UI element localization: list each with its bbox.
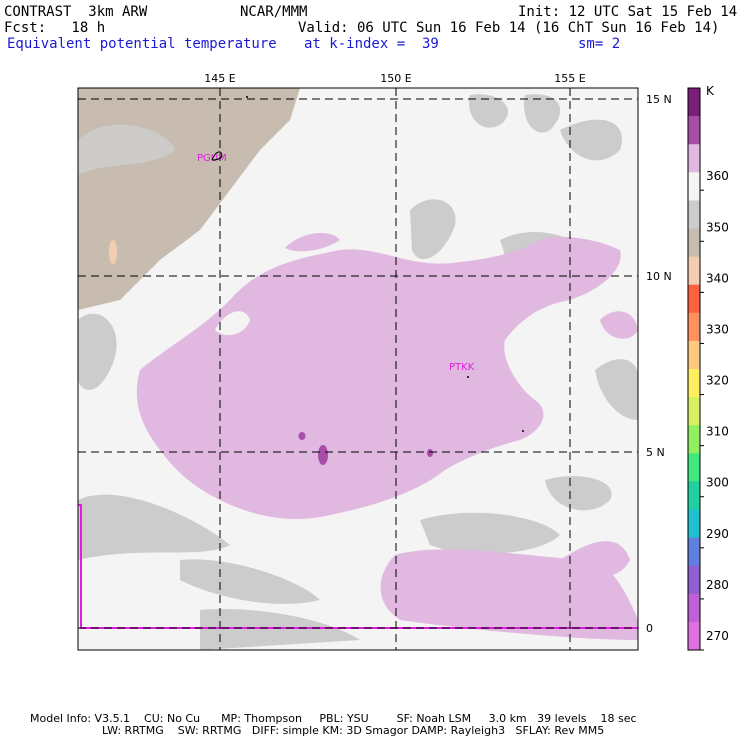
forecast-hour: Fcst: 18 h [4,20,106,36]
legend-swatch [688,425,700,454]
legend-swatch [688,593,700,623]
high-theta-region [380,549,638,640]
map-field [78,88,638,650]
model-info-line1: Model Info: V3.5.1 CU: No Cu MP: Thompso… [30,712,637,725]
legend-tick-label: 360 [706,169,729,183]
legend-swatch [688,621,700,651]
gray-patch [469,94,509,128]
lon-label: 150 E [380,72,411,85]
lon-label: 145 E [204,72,235,85]
center-label: NCAR/MMM [240,4,308,20]
color-legend [687,87,701,651]
model-info-line2: LW: RRTMG SW: RRTMG DIFF: simple KM: 3D … [102,724,605,737]
max-theta-spot [298,432,306,440]
legend-tick-label: 270 [706,629,729,643]
legend-tick-label: 290 [706,527,729,541]
gray-patch [560,119,622,161]
legend-swatch [688,116,700,145]
legend-tick-label: 330 [706,322,729,336]
gray-patch [545,476,612,511]
valid-time: Valid: 06 UTC Sun 16 Feb 14 (16 ChT Sun … [298,20,720,36]
high-theta-region [560,541,630,577]
station-label-pgum: PGUM [197,153,227,164]
gray-patch [78,124,175,175]
island-dot [467,376,469,378]
high-theta-region [285,233,340,252]
legend-swatch [688,453,700,482]
legend-swatch [688,200,700,229]
init-time: Init: 12 UTC Sat 15 Feb 14 [518,4,738,20]
run-title: CONTRAST 3km ARW [4,4,148,20]
lat-label: 0 [646,622,653,635]
gray-patch [78,494,230,560]
island-dot [522,430,524,432]
gap [215,311,250,336]
field-name: Equivalent potential temperature [7,36,277,52]
gray-patch [200,609,360,650]
high-theta-region [600,311,638,339]
max-theta-spot [318,445,328,465]
legend-tick-label: 350 [706,220,729,234]
lat-label: 15 N [646,93,672,106]
legend-tick-label: 310 [706,425,729,439]
map-figure: 145 E 150 E 155 E 15 N 10 N 5 N 0 PGUM P… [77,72,729,651]
legend-swatch [688,312,700,342]
smoothing-label: sm= 2 [578,36,621,52]
guam-coastline [211,151,223,161]
gray-patch [410,199,456,260]
legend-tick-label: 280 [706,578,729,592]
gray-patch [595,359,638,420]
island-dot [246,96,248,98]
lon-label: 155 E [554,72,585,85]
legend-swatch [688,284,700,314]
gray-patch [78,313,117,390]
level-label: at k-index = 39 [304,36,439,52]
legend-swatch [688,509,700,539]
lat-label: 5 N [646,446,665,459]
legend-swatch [688,172,700,201]
legend-swatch [688,88,700,117]
gray-patch [180,559,320,604]
station-label-ptkk: PTKK [449,362,475,373]
map-frame [77,87,639,651]
gray-patch [420,512,560,554]
graticule [78,88,638,650]
boundary-line [78,504,638,629]
legend-swatch [688,369,700,398]
legend-swatch [688,340,700,370]
legend-swatch [688,256,700,286]
high-theta-region [136,236,621,520]
gray-patch [524,94,561,133]
legend-unit: K [706,84,715,98]
legend-tick-label: 300 [706,476,729,490]
legend-swatch [688,565,700,595]
warm-spot [109,240,117,264]
legend-frame [687,87,701,651]
legend-ticks: 360 350 340 330 320 310 300 290 280 270 [700,169,729,651]
legend-swatch [688,144,700,173]
legend-swatch [688,228,700,258]
legend-swatch [688,537,700,567]
legend-swatch [688,481,700,510]
lat-label: 10 N [646,270,672,283]
legend-tick-label: 320 [706,374,729,388]
legend-swatch [688,397,700,426]
max-theta-spot [427,449,433,457]
legend-tick-label: 340 [706,271,729,285]
